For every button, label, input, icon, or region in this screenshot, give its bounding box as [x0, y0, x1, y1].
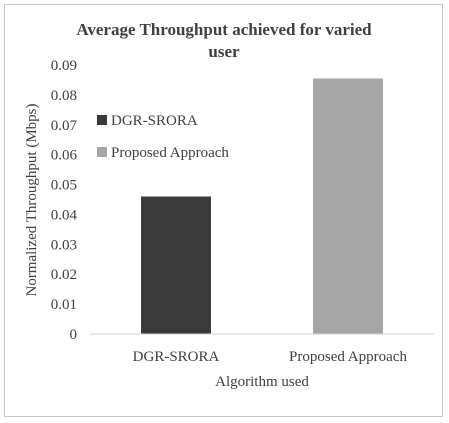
legend: DGR-SRORA Proposed Approach [97, 113, 229, 161]
y-tick-label: 0.08 [51, 88, 77, 104]
chart-title-line-1: Average Throughput achieved for varied [76, 20, 372, 39]
x-tick-label: DGR-SRORA [133, 349, 220, 365]
bars [141, 78, 383, 334]
y-tick-label: 0.03 [51, 237, 77, 253]
x-axis-tick-labels: DGR-SRORA Proposed Approach [133, 349, 408, 365]
legend-swatch [97, 147, 107, 157]
x-axis-label: Algorithm used [215, 374, 309, 390]
y-axis-ticks: 0 0.01 0.02 0.03 0.04 0.05 0.06 0.07 0.08 0.09 [51, 58, 78, 343]
y-tick-label: 0.02 [51, 267, 77, 283]
bar [313, 78, 383, 334]
y-tick-label: 0.04 [51, 207, 78, 223]
y-tick-label: 0 [70, 327, 78, 343]
y-axis-label: Normalized Throughput (Mbps) [24, 103, 40, 296]
chart-title-line-2: user [208, 42, 240, 61]
x-tick-label: Proposed Approach [289, 349, 407, 365]
y-tick-label: 0.07 [51, 118, 78, 134]
bar [141, 196, 211, 334]
legend-label: Proposed Approach [111, 145, 229, 161]
y-tick-label: 0.01 [51, 297, 77, 313]
y-tick-label: 0.06 [51, 148, 78, 164]
y-tick-label: 0.09 [51, 58, 77, 74]
legend-label: DGR-SRORA [111, 113, 198, 129]
legend-swatch [97, 115, 107, 125]
y-tick-label: 0.05 [51, 178, 77, 194]
